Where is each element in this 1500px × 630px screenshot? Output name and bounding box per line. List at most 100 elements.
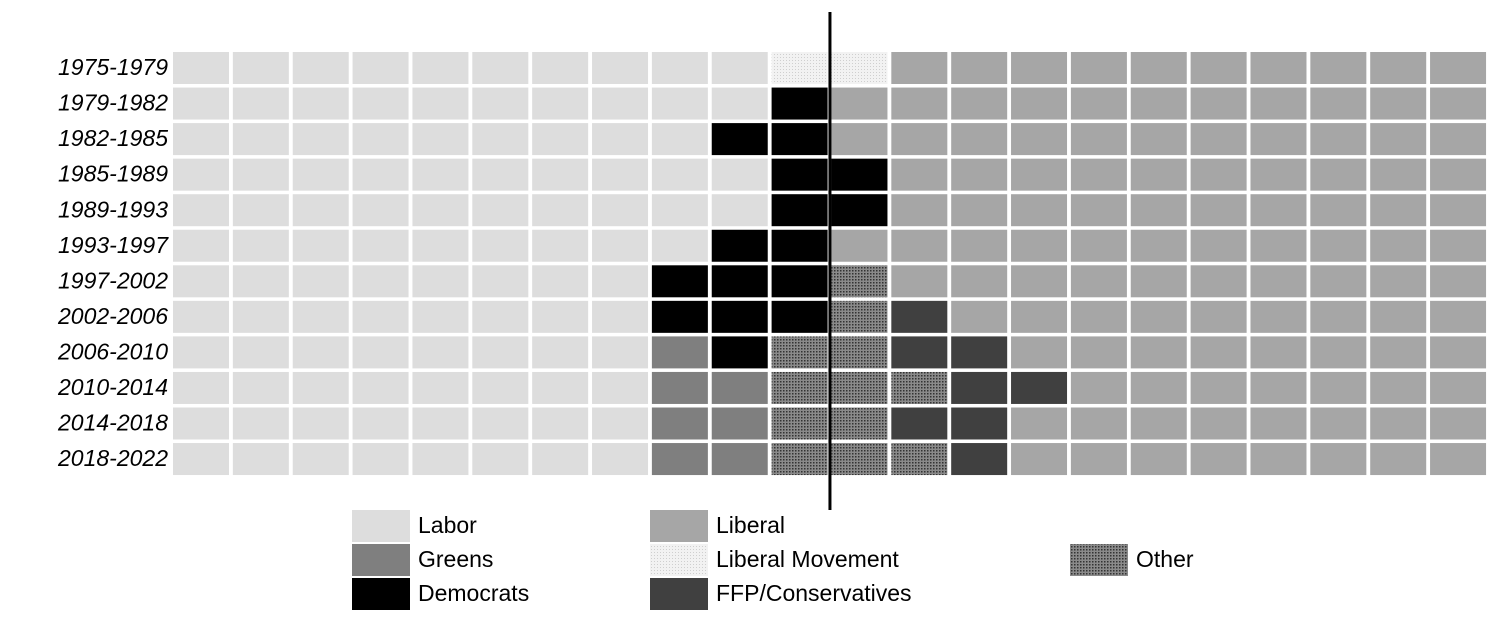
cell [472, 52, 529, 84]
cell [232, 300, 289, 333]
cell [1130, 87, 1187, 120]
segment [711, 123, 828, 156]
cell [472, 87, 529, 120]
row-label: 1989-1993 [58, 196, 168, 222]
legend-label: FFP/Conservatives [716, 580, 912, 606]
cell [1130, 300, 1187, 333]
cell [1310, 52, 1367, 84]
cell [651, 371, 708, 404]
cell [1190, 407, 1247, 440]
cell [412, 229, 469, 262]
cell [951, 87, 1008, 120]
cell [891, 123, 948, 156]
cell [771, 407, 828, 440]
cell [592, 194, 649, 227]
cell [711, 229, 768, 262]
cell [232, 52, 289, 84]
segment [831, 87, 1487, 120]
cell [831, 336, 888, 369]
segment [651, 371, 768, 404]
cell [651, 443, 708, 476]
cell [232, 407, 289, 440]
cell [1370, 87, 1427, 120]
cell [1250, 265, 1307, 298]
cell [891, 371, 948, 404]
cell [232, 158, 289, 191]
cell [1190, 443, 1247, 476]
cell [1011, 158, 1068, 191]
cell [1250, 407, 1307, 440]
cell [173, 443, 229, 476]
cell [352, 229, 409, 262]
cell [412, 300, 469, 333]
cell [951, 158, 1008, 191]
cell [711, 87, 768, 120]
cell [532, 371, 589, 404]
cell [1310, 123, 1367, 156]
cell [771, 194, 828, 227]
cell [1370, 229, 1427, 262]
legend-label: Liberal [716, 512, 785, 538]
cell [951, 123, 1008, 156]
cell [1130, 371, 1187, 404]
segment [651, 407, 768, 440]
cell [352, 300, 409, 333]
cell [651, 52, 708, 84]
segment [831, 265, 888, 298]
cell [1430, 407, 1487, 440]
cell [651, 229, 708, 262]
legend-swatch [352, 578, 410, 610]
row-label: 1982-1985 [58, 125, 168, 151]
cell [1430, 265, 1487, 298]
cell [1250, 87, 1307, 120]
cell [173, 265, 229, 298]
cell [1011, 52, 1068, 84]
cell [771, 229, 828, 262]
cell [412, 371, 469, 404]
segment [771, 87, 828, 120]
cell [1190, 229, 1247, 262]
cell [1011, 443, 1068, 476]
cell [771, 52, 828, 84]
cell [232, 336, 289, 369]
cell [651, 158, 708, 191]
cell [1130, 407, 1187, 440]
cell [1430, 371, 1487, 404]
cell [1130, 229, 1187, 262]
cell [173, 300, 229, 333]
row-label: 1993-1997 [58, 232, 169, 258]
cell [592, 371, 649, 404]
row-label: 2006-2010 [57, 338, 168, 364]
cell [1310, 87, 1367, 120]
cell [651, 265, 708, 298]
segment [771, 336, 888, 369]
cell [1070, 87, 1127, 120]
cell [1011, 229, 1068, 262]
legend-swatch [352, 544, 410, 576]
cell [1130, 194, 1187, 227]
cell [1250, 158, 1307, 191]
cell [1310, 300, 1367, 333]
cell [1370, 443, 1427, 476]
cell [173, 371, 229, 404]
cell [1070, 336, 1127, 369]
cell [292, 194, 349, 227]
cell [472, 407, 529, 440]
cell [352, 265, 409, 298]
cell [1190, 371, 1247, 404]
cell [1250, 229, 1307, 262]
cell [651, 194, 708, 227]
cell [1011, 87, 1068, 120]
cell [1310, 336, 1367, 369]
cell [1310, 194, 1367, 227]
cell [1250, 443, 1307, 476]
cell [292, 336, 349, 369]
cell [831, 158, 888, 191]
cell [232, 371, 289, 404]
segment [173, 443, 649, 476]
cell [412, 407, 469, 440]
cell [1430, 87, 1487, 120]
cell [1430, 443, 1487, 476]
segment [173, 87, 768, 120]
